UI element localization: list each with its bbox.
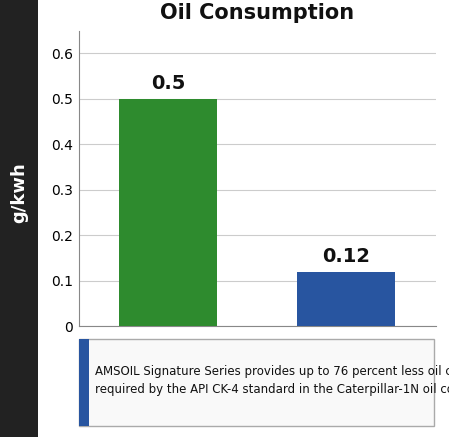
Bar	[119, 99, 217, 326]
Text: 0.12: 0.12	[322, 247, 370, 266]
FancyBboxPatch shape	[79, 339, 434, 427]
Text: g/kwh: g/kwh	[10, 162, 28, 223]
Text: 0.5: 0.5	[150, 74, 185, 93]
Text: AMSOIL Signature Series provides up to 76 percent less oil consumption than
requ: AMSOIL Signature Series provides up to 7…	[95, 365, 449, 396]
Legend: CK -4 Limit, AMSOIL: CK -4 Limit, AMSOIL	[144, 347, 370, 372]
Bar	[297, 272, 396, 326]
FancyBboxPatch shape	[79, 339, 88, 427]
Title: Oil Consumption: Oil Consumption	[160, 3, 354, 24]
